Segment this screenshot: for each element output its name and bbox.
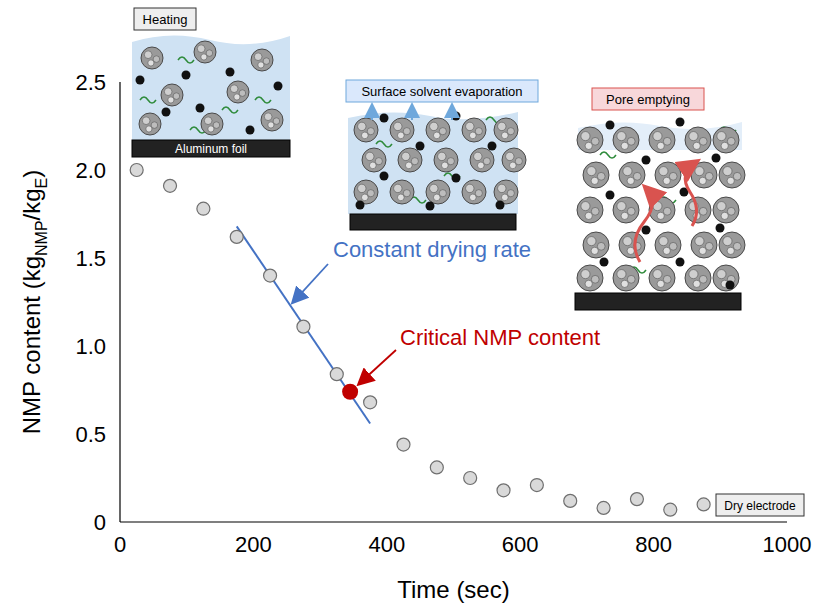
svg-text:400: 400 <box>368 532 405 557</box>
svg-text:Aluminum foil: Aluminum foil <box>175 142 247 156</box>
svg-text:200: 200 <box>235 532 272 557</box>
svg-text:Constant drying rate: Constant drying rate <box>333 237 531 262</box>
svg-text:Pore emptying: Pore emptying <box>606 92 690 107</box>
svg-text:1.5: 1.5 <box>75 246 106 271</box>
svg-text:1000: 1000 <box>763 532 812 557</box>
svg-text:NMP content (kgNMP/kgE): NMP content (kgNMP/kgE) <box>18 170 50 435</box>
svg-text:0.5: 0.5 <box>75 422 106 447</box>
svg-text:Time (sec): Time (sec) <box>397 576 509 603</box>
svg-text:0: 0 <box>114 532 126 557</box>
svg-text:800: 800 <box>635 532 672 557</box>
svg-text:1.0: 1.0 <box>75 334 106 359</box>
svg-text:600: 600 <box>502 532 539 557</box>
svg-text:Dry electrode: Dry electrode <box>724 499 796 513</box>
svg-text:Surface solvent evaporation: Surface solvent evaporation <box>361 84 522 99</box>
svg-text:Heating: Heating <box>143 12 188 27</box>
svg-text:Critical NMP content: Critical NMP content <box>400 325 600 350</box>
svg-text:0: 0 <box>94 510 106 535</box>
svg-text:2.0: 2.0 <box>75 158 106 183</box>
svg-text:2.5: 2.5 <box>75 70 106 95</box>
